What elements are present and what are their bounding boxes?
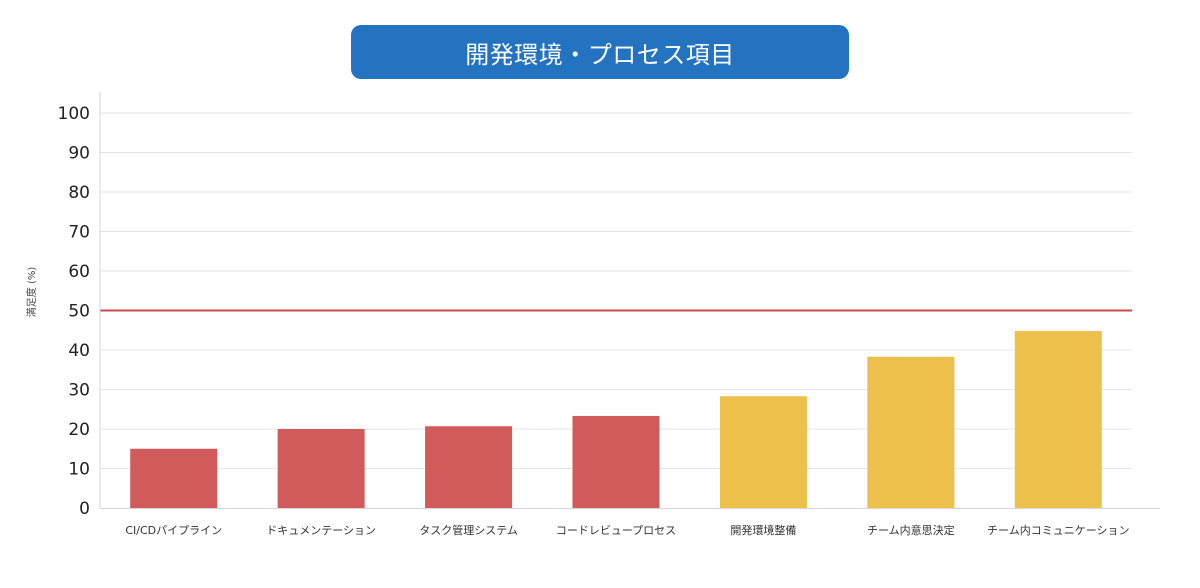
bar	[425, 426, 513, 508]
chart-title: 開発環境・プロセス項目	[351, 25, 849, 79]
y-axis-label: 満足度 (%)	[25, 267, 38, 318]
bars	[130, 331, 1102, 508]
x-tick-label: タスク管理システム	[419, 523, 518, 537]
y-tick-label: 100	[58, 104, 90, 124]
y-tick-labels: 0 10 20 30 40 50 60 70 80 90 100	[58, 104, 90, 519]
x-tick-label: チーム内コミュニケーション	[987, 523, 1129, 537]
x-tick-label: コードレビュープロセス	[556, 524, 676, 537]
y-tick-label: 50	[68, 302, 90, 322]
y-tick-label: 80	[68, 183, 90, 203]
y-tick-label: 90	[68, 144, 90, 164]
x-tick-labels: CI/CDパイプライン ドキュメンテーション タスク管理システム コードレビュープロセ…	[125, 523, 1129, 537]
x-tick-label: CI/CDパイプライン	[125, 524, 222, 537]
y-tick-label: 0	[79, 499, 90, 519]
bar	[572, 415, 660, 508]
y-tick-label: 30	[68, 381, 90, 401]
x-tick-label: 開発環境整備	[730, 523, 796, 537]
bar	[277, 429, 365, 508]
y-tick-label: 40	[68, 341, 90, 361]
y-tick-label: 60	[68, 262, 90, 282]
grid-lines	[100, 112, 1132, 469]
y-tick-label: 70	[68, 223, 90, 243]
x-tick-label: ドキュメンテーション	[266, 524, 376, 537]
x-tick-label: チーム内意思決定	[867, 523, 955, 537]
bar	[719, 396, 807, 508]
bar	[130, 448, 218, 508]
y-tick-label: 10	[68, 460, 90, 480]
bar	[867, 356, 955, 508]
axes	[99, 92, 1160, 509]
y-tick-label: 20	[68, 420, 90, 440]
bar	[1014, 331, 1102, 508]
